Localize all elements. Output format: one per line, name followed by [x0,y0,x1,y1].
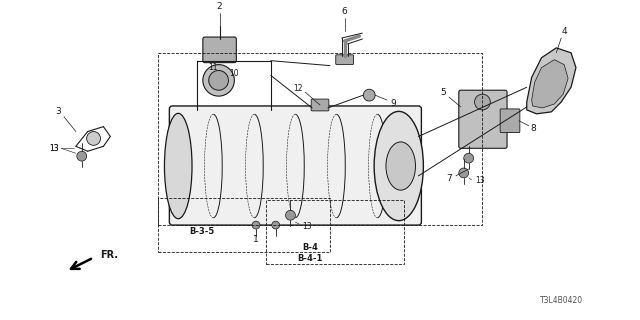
Ellipse shape [164,113,192,219]
Text: B-3-5: B-3-5 [189,228,214,236]
Text: 7: 7 [446,174,452,183]
Bar [157,53,483,225]
Text: 13: 13 [476,176,485,185]
Text: T3L4B0420: T3L4B0420 [540,296,583,305]
Ellipse shape [374,111,424,221]
Text: 13: 13 [49,144,59,153]
Text: 13: 13 [49,144,59,153]
Circle shape [459,168,468,178]
Circle shape [285,210,296,220]
Bar [266,200,404,264]
Text: 11: 11 [208,63,218,72]
Polygon shape [527,48,576,114]
Circle shape [475,94,490,110]
Text: B-4-1: B-4-1 [298,254,323,263]
FancyBboxPatch shape [500,109,520,132]
Text: 5: 5 [440,88,446,97]
Circle shape [464,153,474,163]
Circle shape [203,65,234,96]
Bar [157,197,330,252]
FancyBboxPatch shape [336,55,353,65]
Text: 9: 9 [390,99,396,108]
Text: 12: 12 [294,84,303,93]
Text: 2: 2 [217,2,222,11]
Circle shape [252,221,260,229]
Text: 3: 3 [55,108,61,116]
FancyBboxPatch shape [203,37,236,63]
FancyBboxPatch shape [170,106,421,225]
Text: FR.: FR. [100,250,118,260]
FancyBboxPatch shape [459,90,507,148]
Text: 1: 1 [253,235,259,244]
Circle shape [364,89,375,101]
Text: 10: 10 [230,69,239,78]
Circle shape [86,132,100,145]
Polygon shape [532,60,568,108]
Text: 13: 13 [302,221,312,231]
Ellipse shape [386,142,415,190]
FancyBboxPatch shape [311,99,329,111]
Text: 8: 8 [531,124,536,133]
Circle shape [209,70,228,90]
Text: B-4: B-4 [302,243,318,252]
Circle shape [77,151,86,161]
Text: 6: 6 [342,7,348,16]
Text: 4: 4 [561,27,567,36]
Circle shape [272,221,280,229]
